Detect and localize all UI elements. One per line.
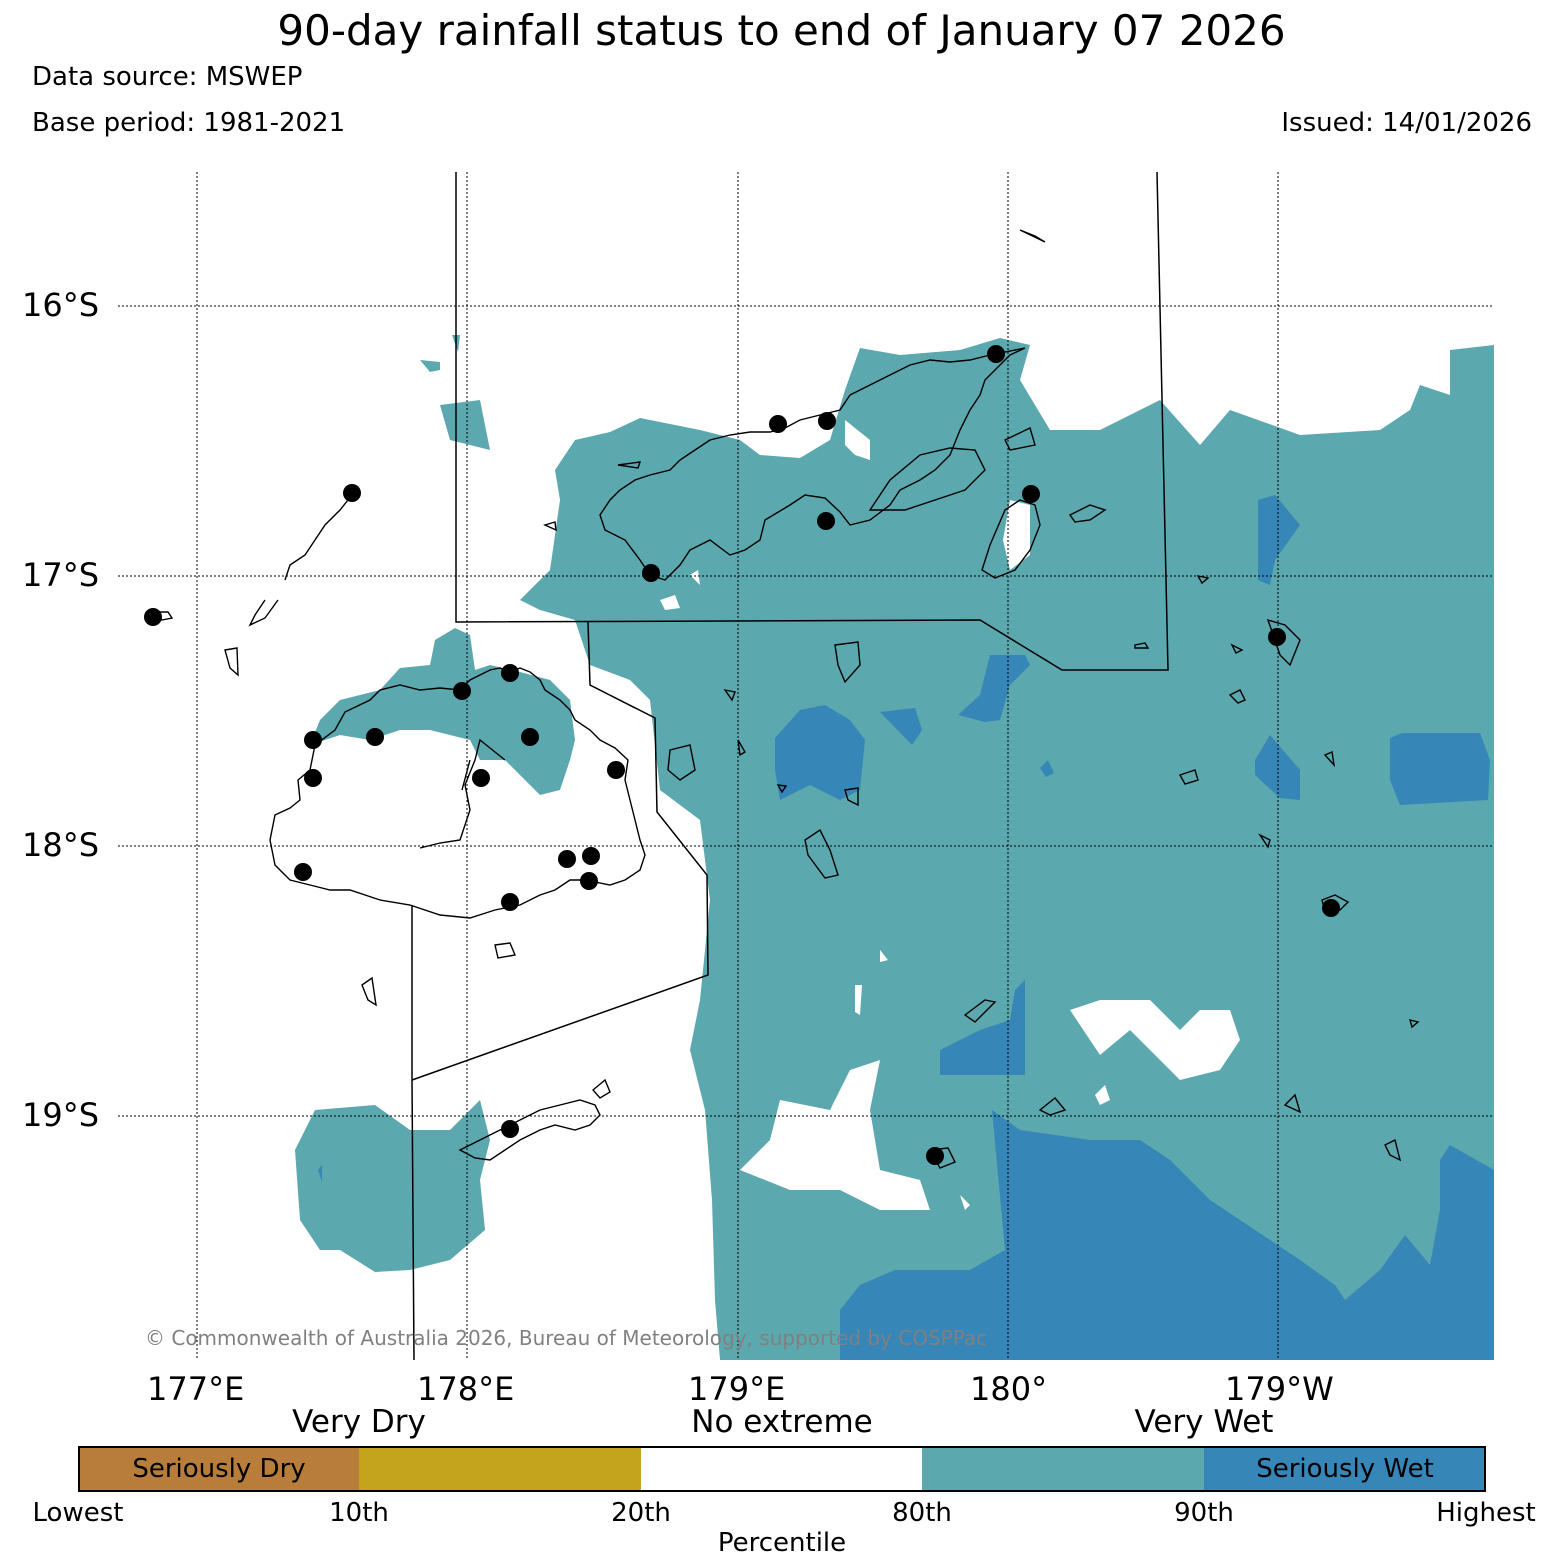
colorbar-label-seriously-wet: Seriously Wet [1256,1454,1434,1484]
legend-very-wet: Very Wet [1134,1404,1274,1440]
colorbar-seriously-dry: Seriously Dry [78,1446,360,1492]
colorbar-label-seriously-dry: Seriously Dry [132,1454,306,1484]
percentile-highest: Highest [1436,1498,1536,1528]
lon-label-177e: 177°E [147,1370,245,1408]
legend-no-extreme: No extreme [691,1404,873,1440]
lat-label-18s: 18°S [22,826,100,864]
copyright-notice: © Commonwealth of Australia 2026, Bureau… [145,1326,988,1350]
lat-label-17s: 17°S [22,556,100,594]
lat-label-16s: 16°S [22,286,100,324]
colorbar-seriously-wet: Seriously Wet [1204,1446,1486,1492]
colorbar-very-dry [359,1446,641,1492]
percentile-axis-label: Percentile [717,1528,847,1558]
rainfall-map [118,172,1494,1360]
no-extreme-area [660,420,1240,1210]
legend-very-dry: Very Dry [292,1404,426,1440]
percentile-90th: 90th [1174,1498,1234,1528]
lon-label-180: 180° [970,1370,1048,1408]
percentile-lowest: Lowest [32,1498,124,1528]
map-title: 90-day rainfall status to end of January… [277,6,1286,55]
colorbar-very-wet [922,1446,1204,1492]
lon-label-178e: 178°E [417,1370,515,1408]
lat-label-19s: 19°S [22,1096,100,1134]
graticule [118,172,1494,1360]
issued-date-text: Issued: 14/01/2026 [1281,108,1532,138]
percentile-80th: 80th [892,1498,952,1528]
station-markers [144,345,1340,1165]
lon-label-179w: 179°W [1225,1370,1334,1408]
region-boundaries [411,172,1169,1360]
percentile-20th: 20th [611,1498,671,1528]
very-wet-area [295,335,1494,1360]
percentile-10th: 10th [329,1498,389,1528]
base-period-text: Base period: 1981-2021 [32,108,346,138]
colorbar-frame [78,1446,1486,1492]
data-source-text: Data source: MSWEP [32,62,303,92]
seriously-wet-area [318,495,1494,1360]
colorbar-no-extreme [641,1446,923,1492]
coastlines [153,229,1420,1169]
lon-label-179e: 179°E [688,1370,786,1408]
